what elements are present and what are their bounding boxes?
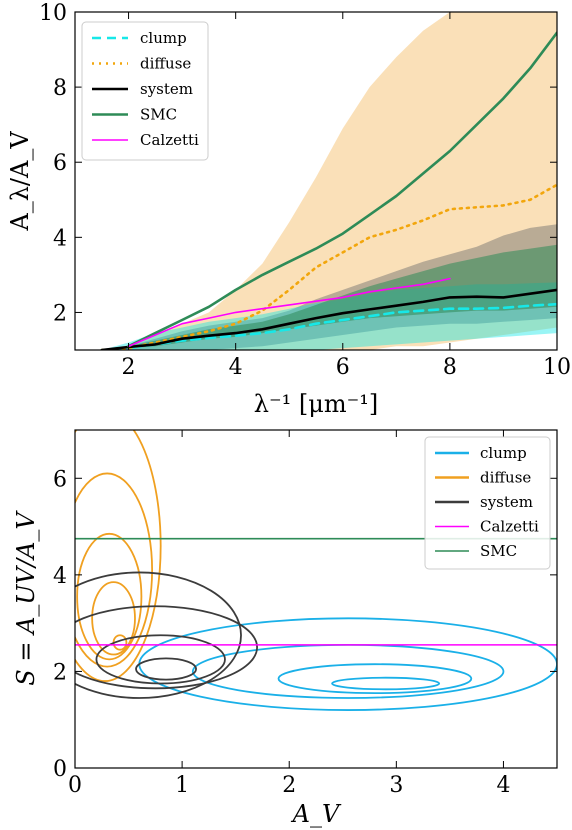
p1-legend-label-smc: SMC bbox=[140, 106, 177, 124]
p2-legend-label-clump: clump bbox=[480, 444, 527, 462]
band-smc-clump-overlap bbox=[101, 244, 557, 350]
contour-diffuse-level-4 bbox=[75, 472, 154, 668]
p1-legend-label-system: system bbox=[140, 80, 193, 98]
p1-y-tick-label: 10 bbox=[39, 1, 67, 26]
contour-diffuse-level-5 bbox=[75, 430, 162, 682]
p1-x-tick-label: 6 bbox=[336, 355, 350, 380]
p1-legend: clump diffuse system SMC Calzetti bbox=[81, 21, 209, 161]
p2-x-tick-label: 0 bbox=[68, 773, 82, 798]
contour-diffuse-level-2 bbox=[91, 581, 136, 656]
series-line-diffuse bbox=[100, 183, 557, 350]
contour-system-level-1 bbox=[135, 657, 197, 681]
p2-y-tick-label: 2 bbox=[53, 660, 67, 685]
p1-y-tick-label: 2 bbox=[53, 301, 67, 326]
p1-x-tick-label: 10 bbox=[543, 355, 571, 380]
p1-y-axis-label: A_λ/A_V bbox=[6, 131, 34, 232]
p2-x-tick-label: 4 bbox=[496, 773, 510, 798]
p1-axes-frame bbox=[74, 11, 558, 351]
band-system bbox=[101, 224, 557, 350]
p1-y-tick-label: 6 bbox=[53, 151, 67, 176]
p2-legend-label-calzetti: Calzetti bbox=[480, 518, 539, 536]
p2-legend-label-system: system bbox=[480, 493, 533, 511]
contour-system-level-4 bbox=[75, 571, 242, 699]
series-line-system bbox=[100, 288, 557, 350]
series-line-clump bbox=[100, 302, 557, 350]
p1-legend-box bbox=[81, 21, 209, 161]
contour-system-level-3 bbox=[75, 605, 258, 690]
p2-x-tick-label: 3 bbox=[389, 773, 403, 798]
contour-diffuse-level-3 bbox=[76, 532, 143, 661]
p2-y-tick-label: 6 bbox=[53, 467, 67, 492]
p2-legend-label-smc: SMC bbox=[480, 542, 517, 560]
contour-system-level-2 bbox=[95, 634, 226, 685]
p2-y-axis-label: S = A_UV/A_V bbox=[12, 510, 40, 686]
p1-legend-label-clump: clump bbox=[140, 29, 187, 47]
p2-legend: clump diffuse system Calzetti SMC bbox=[424, 436, 551, 570]
p2-x-axis-label: A_V bbox=[291, 800, 342, 828]
p1-legend-label-diffuse: diffuse bbox=[140, 55, 191, 73]
p1-x-tick-label: 2 bbox=[122, 355, 136, 380]
p1-x-axis-label: λ⁻¹ [μm⁻¹] bbox=[254, 390, 379, 418]
series-line-calzetti bbox=[127, 277, 451, 347]
p2-legend-box bbox=[424, 436, 551, 570]
p2-x-tick-label: 1 bbox=[175, 773, 189, 798]
p1-legend-label-calzetti: Calzetti bbox=[140, 131, 199, 149]
p2-ticks: 0 1 2 3 4 0 2 4 6 bbox=[53, 430, 557, 798]
p2-x-tick-label: 2 bbox=[282, 773, 296, 798]
p1-x-tick-label: 4 bbox=[229, 355, 243, 380]
p1-y-tick-label: 4 bbox=[53, 226, 67, 251]
p1-ticks: 2 4 6 8 10 2 4 6 8 10 bbox=[39, 1, 571, 380]
p2-axes-frame bbox=[74, 429, 558, 769]
p1-x-tick-label: 8 bbox=[443, 355, 457, 380]
p2-legend-label-diffuse: diffuse bbox=[480, 469, 531, 487]
panel-extinction-curves: 2 4 6 8 10 2 4 6 8 10 λ⁻¹ [μm⁻¹] A_λ/A_V clump dif… bbox=[6, 1, 571, 418]
contour-clump-level-2 bbox=[277, 663, 473, 695]
p1-series-lines bbox=[100, 31, 557, 350]
series-line-smc bbox=[127, 31, 557, 348]
panel-attenuation-slope: 0 1 2 3 4 0 2 4 6 A_V S = A_UV/A_V clump diffuse s… bbox=[12, 429, 558, 828]
p1-y-tick-label: 8 bbox=[53, 76, 67, 101]
p2-y-tick-label: 0 bbox=[53, 757, 67, 782]
contour-clump-level-1 bbox=[331, 676, 441, 691]
p2-y-tick-label: 4 bbox=[53, 564, 67, 589]
